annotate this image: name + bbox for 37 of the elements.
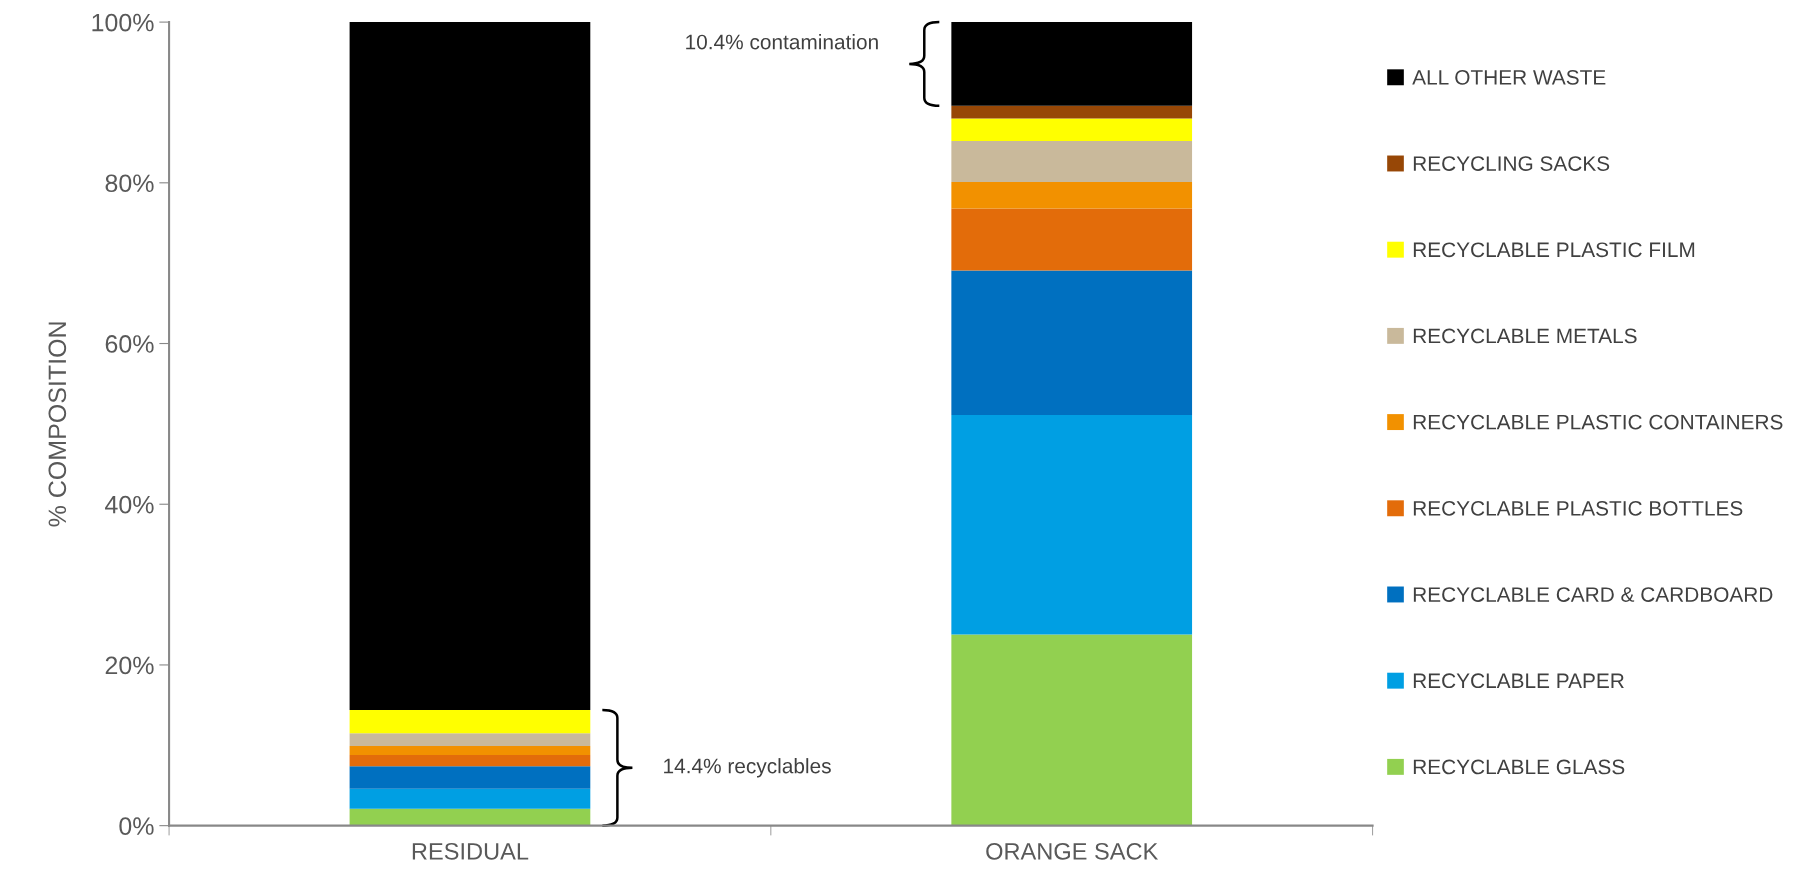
legend-label: ALL OTHER WASTE: [1412, 69, 1606, 85]
y-tick-label: 0%: [119, 817, 154, 835]
y-axis-title: % COMPOSITION: [48, 322, 67, 527]
y-tick-label: 40%: [105, 495, 154, 514]
bar: [951, 118, 1193, 142]
bar: [349, 766, 591, 789]
bar: [951, 634, 1193, 826]
legend-label: RECYCLABLE PAPER: [1413, 673, 1624, 689]
legend-label: RECYCLABLE PLASTIC CONTAINERS: [1413, 414, 1783, 430]
annotation: 10.4% contamination: [686, 34, 878, 50]
bar: [951, 182, 1193, 209]
legend-label: RECYCLABLE PLASTIC BOTTLES: [1413, 500, 1743, 516]
bar: [349, 709, 591, 734]
bar: [349, 746, 591, 755]
bar: [951, 208, 1193, 271]
bar: [951, 141, 1193, 183]
bar: [951, 270, 1193, 416]
legend-label: RECYCLABLE PLASTIC FILM: [1413, 242, 1695, 258]
bar: [951, 22, 1193, 106]
bar: [349, 733, 591, 747]
annotation: 14.4% recyclables: [664, 758, 831, 778]
y-tick-label: 20%: [105, 656, 154, 675]
legend-label: RECYCLABLE METALS: [1413, 328, 1637, 344]
bar: [349, 22, 591, 710]
y-tick-label: 80%: [105, 174, 154, 193]
y-tick-label: 60%: [105, 335, 154, 353]
bar: [951, 105, 1193, 119]
y-tick-label: 100%: [92, 13, 154, 32]
bar: [349, 754, 591, 767]
x-tick-label: ORANGE SACK: [986, 842, 1159, 860]
legend-label: RECYCLABLE CARD & CARDBOARD: [1413, 587, 1773, 602]
legend-label: RECYCLABLE GLASS: [1413, 759, 1625, 775]
bar: [349, 808, 591, 826]
x-tick-label: RESIDUAL: [412, 842, 529, 860]
bar: [951, 415, 1193, 635]
legend-label: RECYCLING SACKS: [1413, 156, 1610, 171]
bar: [349, 788, 591, 809]
